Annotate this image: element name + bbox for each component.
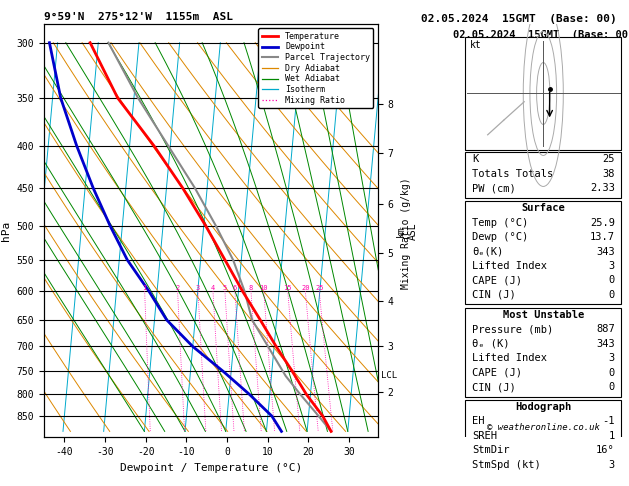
Text: 25: 25 [315, 285, 323, 291]
Text: 25.9: 25.9 [590, 218, 615, 227]
Text: 15: 15 [284, 285, 292, 291]
Text: LCL: LCL [381, 371, 397, 381]
Text: 0: 0 [608, 382, 615, 392]
Text: CAPE (J): CAPE (J) [472, 276, 522, 285]
Y-axis label: km
ASL: km ASL [396, 222, 418, 240]
Text: 343: 343 [596, 339, 615, 348]
Text: 13.7: 13.7 [590, 232, 615, 242]
Text: Mixing Ratio (g/kg): Mixing Ratio (g/kg) [401, 177, 411, 289]
Text: 887: 887 [596, 324, 615, 334]
Text: 3: 3 [608, 261, 615, 271]
Bar [465, 400, 621, 474]
Legend: Temperature, Dewpoint, Parcel Trajectory, Dry Adiabat, Wet Adiabat, Isotherm, Mi: Temperature, Dewpoint, Parcel Trajectory… [259, 29, 374, 108]
Y-axis label: hPa: hPa [1, 221, 11, 241]
Text: Lifted Index: Lifted Index [472, 353, 547, 363]
Text: 3: 3 [196, 285, 200, 291]
Text: 6: 6 [233, 285, 237, 291]
Text: Hodograph: Hodograph [515, 402, 571, 412]
Text: 343: 343 [596, 246, 615, 257]
Text: K: K [472, 155, 478, 164]
X-axis label: Dewpoint / Temperature (°C): Dewpoint / Temperature (°C) [120, 463, 302, 473]
Bar [465, 153, 621, 198]
Text: Pressure (mb): Pressure (mb) [472, 324, 553, 334]
Bar [465, 201, 621, 304]
Text: Temp (°C): Temp (°C) [472, 218, 528, 227]
Text: 1: 1 [608, 431, 615, 441]
Text: 10: 10 [260, 285, 268, 291]
Text: Lifted Index: Lifted Index [472, 261, 547, 271]
Text: kt: kt [470, 40, 482, 50]
Text: θₑ(K): θₑ(K) [472, 246, 503, 257]
Text: SREH: SREH [472, 431, 497, 441]
Text: 25: 25 [602, 155, 615, 164]
Text: θₑ (K): θₑ (K) [472, 339, 509, 348]
Text: 2.33: 2.33 [590, 183, 615, 193]
Text: PW (cm): PW (cm) [472, 183, 516, 193]
Text: 5: 5 [223, 285, 227, 291]
Text: 1: 1 [143, 285, 147, 291]
Text: 20: 20 [301, 285, 309, 291]
Text: -1: -1 [602, 417, 615, 426]
Text: StmDir: StmDir [472, 445, 509, 455]
Text: 4: 4 [211, 285, 215, 291]
Text: © weatheronline.co.uk: © weatheronline.co.uk [487, 423, 599, 433]
Text: CIN (J): CIN (J) [472, 382, 516, 392]
Text: Totals Totals: Totals Totals [472, 169, 553, 179]
Text: CAPE (J): CAPE (J) [472, 367, 522, 378]
Bar [465, 308, 621, 397]
Text: 02.05.2024  15GMT  (Base: 00): 02.05.2024 15GMT (Base: 00) [453, 31, 629, 40]
Bar [465, 37, 621, 150]
Text: 9°59'N  275°12'W  1155m  ASL: 9°59'N 275°12'W 1155m ASL [44, 12, 233, 22]
Text: Surface: Surface [521, 203, 565, 213]
Text: StmSpd (kt): StmSpd (kt) [472, 460, 540, 469]
Text: 0: 0 [608, 276, 615, 285]
Text: 0: 0 [608, 367, 615, 378]
Text: Most Unstable: Most Unstable [503, 310, 584, 320]
Text: 38: 38 [602, 169, 615, 179]
Text: 3: 3 [608, 460, 615, 469]
Text: 8: 8 [249, 285, 253, 291]
Text: EH: EH [472, 417, 484, 426]
Text: Dewp (°C): Dewp (°C) [472, 232, 528, 242]
Text: 16°: 16° [596, 445, 615, 455]
Text: 0: 0 [608, 290, 615, 300]
Text: 2: 2 [175, 285, 180, 291]
Text: 3: 3 [608, 353, 615, 363]
Text: CIN (J): CIN (J) [472, 290, 516, 300]
Text: 02.05.2024  15GMT  (Base: 00): 02.05.2024 15GMT (Base: 00) [421, 14, 617, 24]
